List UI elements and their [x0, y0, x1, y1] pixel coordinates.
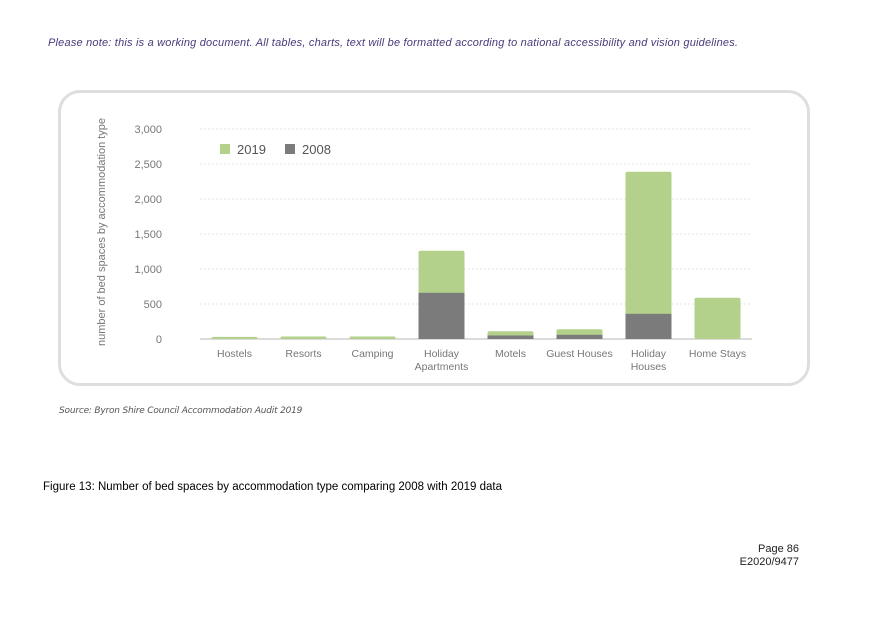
- x-tick-labels: Hostels Resorts Camping HolidayApartmentsMo…: [217, 348, 746, 373]
- accessibility-note: Please note: this is a working document.…: [48, 37, 739, 49]
- bar-2008: [625, 313, 672, 339]
- legend-swatch-2019: [220, 144, 230, 154]
- y-tick-label: 0: [156, 334, 162, 346]
- x-tick-label: Motels: [495, 348, 526, 360]
- bar-2019: [211, 336, 258, 339]
- legend: 2019 2008: [220, 142, 331, 157]
- x-tick-label: Apartments: [415, 361, 469, 373]
- page-number: Page 86: [758, 543, 799, 555]
- x-tick-label: Hostels: [217, 348, 252, 360]
- y-tick-label: 2,500: [134, 159, 162, 171]
- bar-2008: [487, 335, 534, 339]
- legend-swatch-2008: [285, 144, 295, 154]
- x-tick-label: Guest Houses: [546, 348, 613, 360]
- bar-2019: [349, 336, 396, 339]
- source-note: Source: Byron Shire Council Accommodatio…: [59, 406, 303, 416]
- figure-caption: Figure 13: Number of bed spaces by accom…: [43, 481, 502, 493]
- x-tick-label: Holiday: [424, 348, 460, 360]
- y-axis-label: number of bed spaces by accommodation ty…: [96, 118, 108, 346]
- legend-label-2019: 2019: [237, 142, 266, 157]
- bars: [211, 171, 741, 339]
- bar-2008: [418, 292, 465, 339]
- page-footer: Page 86 E2020/9477: [740, 543, 799, 569]
- bar-2019: [280, 336, 327, 339]
- y-tick-label: 500: [144, 299, 162, 311]
- y-tick-label: 1,500: [134, 229, 162, 241]
- bar-2008: [556, 334, 603, 339]
- y-tick-label: 3,000: [134, 124, 162, 136]
- bar-2019: [625, 171, 672, 339]
- x-tick-label: Houses: [631, 361, 667, 373]
- y-tick-label: 1,000: [134, 264, 162, 276]
- x-tick-label: Holiday: [631, 348, 667, 360]
- document-reference: E2020/9477: [739, 556, 799, 568]
- x-tick-label: Camping: [351, 348, 393, 360]
- x-tick-label: Resorts: [285, 348, 321, 360]
- bar-2019: [694, 297, 741, 339]
- y-tick-label: 2,000: [134, 194, 162, 206]
- legend-label-2008: 2008: [302, 142, 331, 157]
- y-tick-labels: 0 500 1,000 1,500 2,000 2,500 3,000: [134, 124, 162, 346]
- x-tick-label: Home Stays: [689, 348, 746, 360]
